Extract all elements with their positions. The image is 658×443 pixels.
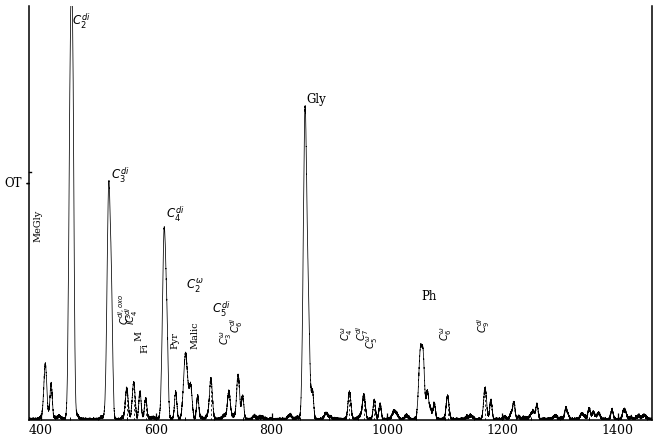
Text: Gly: Gly — [307, 93, 326, 106]
Text: $C_4^{\omega}$: $C_4^{\omega}$ — [340, 326, 355, 341]
Text: $C_6^{\omega}$: $C_6^{\omega}$ — [438, 326, 453, 341]
Text: $C_3^{di}$: $C_3^{di}$ — [111, 166, 129, 185]
Text: $C_2^{di}$: $C_2^{di}$ — [72, 12, 91, 31]
Text: $C_7^{di}$: $C_7^{di}$ — [354, 325, 370, 341]
Text: Pyr: Pyr — [170, 332, 179, 349]
Text: OT: OT — [4, 177, 22, 190]
Text: $C_9^{di}$: $C_9^{di}$ — [475, 317, 492, 333]
Text: $C_5^{\omega}$: $C_5^{\omega}$ — [365, 334, 380, 349]
Text: $C_3^{\omega}$: $C_3^{\omega}$ — [219, 330, 234, 345]
Text: MeGly: MeGly — [34, 210, 43, 242]
Text: $C_2^{\omega}$: $C_2^{\omega}$ — [186, 278, 203, 295]
Text: Fi: Fi — [140, 342, 149, 353]
Text: $C_5^{di}$: $C_5^{di}$ — [211, 299, 230, 319]
Text: $iC_4^{di}$: $iC_4^{di}$ — [124, 307, 140, 325]
Text: $C_4^{di}$: $C_4^{di}$ — [166, 205, 184, 225]
Text: $C_3^{di,oxo}$: $C_3^{di,oxo}$ — [116, 294, 134, 325]
Text: Ph: Ph — [422, 290, 437, 303]
Text: M: M — [134, 330, 143, 341]
Text: $C_6^{di}$: $C_6^{di}$ — [228, 317, 245, 333]
Text: Malic: Malic — [191, 321, 200, 349]
